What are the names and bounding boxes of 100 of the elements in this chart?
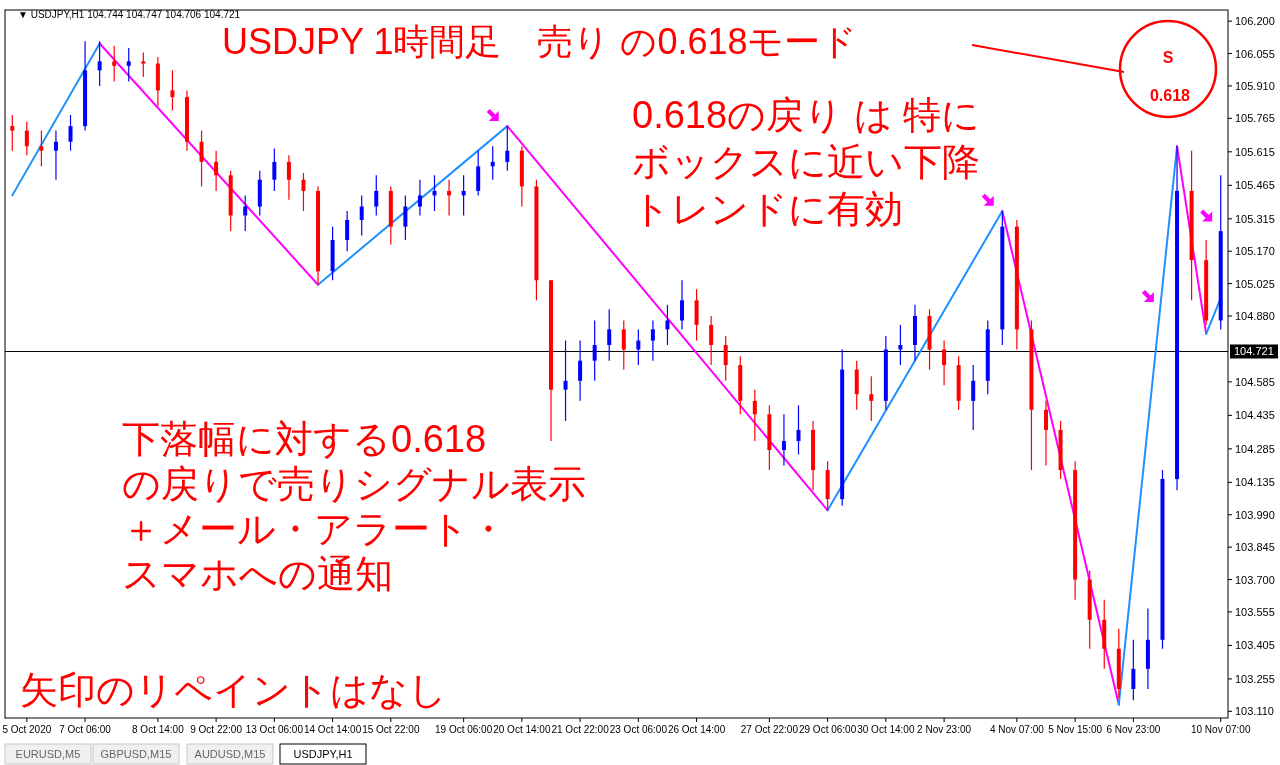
candlestick <box>505 125 510 172</box>
x-tick-label: 8 Oct 14:00 <box>132 724 185 735</box>
candlestick <box>781 413 786 467</box>
candlestick <box>971 364 976 431</box>
candlestick <box>665 304 670 346</box>
x-tick-label: 4 Nov 07:00 <box>989 724 1045 735</box>
text: GBPUSD,M15 <box>100 748 172 760</box>
candlestick <box>680 279 685 330</box>
y-tick-label: 103.555 <box>1235 605 1275 618</box>
y-tick-label: 104.585 <box>1235 375 1275 388</box>
candlestick <box>214 150 219 192</box>
candlestick <box>869 375 874 422</box>
ref-line-label: 104.721 <box>1234 345 1274 358</box>
annotation: S <box>1162 49 1174 66</box>
x-tick-label: 26 Oct 14:00 <box>667 724 726 735</box>
y-tick-label: 106.055 <box>1235 47 1275 60</box>
annotation: 0.618の戻り は 特に <box>632 94 981 136</box>
candlestick <box>10 114 15 152</box>
y-tick-label: 103.700 <box>1235 573 1275 586</box>
y-tick-label: 105.910 <box>1235 79 1275 92</box>
y-tick-label: 105.765 <box>1235 112 1275 125</box>
x-tick-label: 27 Oct 22:00 <box>740 724 799 735</box>
chart-title: USDJPY 1時間足 売り の0.618モード <box>222 21 858 62</box>
candlestick <box>592 319 597 382</box>
point <box>981 193 994 206</box>
point <box>1200 209 1213 222</box>
candlestick <box>942 339 947 386</box>
candlestick <box>24 121 29 156</box>
candlestick <box>621 319 626 371</box>
candlestick <box>607 308 612 362</box>
text: AUDUSD,M15 <box>194 748 266 760</box>
y-tick-label: 105.025 <box>1235 277 1275 290</box>
candlestick <box>345 210 350 252</box>
candlestick <box>1044 400 1049 467</box>
y-tick-label: 104.880 <box>1235 309 1275 322</box>
annotation: 下落幅に対する0.618 <box>122 418 487 460</box>
chart-subtitle: ▼ USDJPY,H1 104.744 104.747 104.706 104.721 <box>18 9 241 20</box>
candlestick <box>709 315 714 366</box>
y-tick-label: 103.110 <box>1235 705 1274 718</box>
text: USDJPY,H1 <box>293 748 353 760</box>
annotation: ＋メール・アラート・ <box>122 508 507 550</box>
y-tick-label: 103.255 <box>1235 672 1275 685</box>
x-tick-label: 21 Oct 22:00 <box>551 724 610 735</box>
x-tick-label: 14 Oct 14:00 <box>303 724 362 735</box>
y-tick-label: 105.465 <box>1235 179 1275 192</box>
y-tick-label: 104.135 <box>1235 476 1275 489</box>
candlestick <box>796 404 801 456</box>
y-tick-label: 105.615 <box>1235 145 1275 158</box>
x-tick-label: 10 Nov 07:00 <box>1190 724 1251 735</box>
candlestick <box>374 174 379 217</box>
candlestick <box>68 114 73 152</box>
annotation: スマホへの通知 <box>122 553 393 595</box>
candlestick <box>39 130 44 167</box>
x-tick-label: 15 Oct 22:00 <box>362 724 420 735</box>
y-tick-label: 103.845 <box>1235 541 1275 554</box>
point <box>1141 289 1154 302</box>
x-tick-label: 13 Oct 06:00 <box>245 724 304 735</box>
candlestick <box>578 339 583 402</box>
candlestick <box>199 130 204 188</box>
x-tick-label: 23 Oct 06:00 <box>609 724 668 735</box>
candlestick <box>141 51 146 78</box>
y-tick-label: 106.200 <box>1235 15 1275 28</box>
candlestick <box>752 389 757 442</box>
annotation: の戻りで売りシグナル表示 <box>122 463 586 505</box>
x-tick-label: 5 Nov 15:00 <box>1048 724 1103 735</box>
candlestick <box>650 319 655 362</box>
annotation: 0.618 <box>1149 87 1191 104</box>
candlestick <box>563 339 568 422</box>
annotation: ボックスに近い下降 <box>632 141 980 183</box>
y-tick-label: 105.170 <box>1235 245 1275 258</box>
point <box>486 108 499 121</box>
x-tick-label: 2 Nov 23:00 <box>917 724 972 735</box>
candlestick <box>53 130 58 181</box>
candlestick <box>359 194 364 237</box>
y-tick-label: 103.990 <box>1235 508 1275 521</box>
candlestick <box>272 147 277 192</box>
candlestick <box>1131 639 1136 701</box>
x-tick-label: 7 Oct 06:00 <box>59 724 112 735</box>
x-tick-label: 5 Oct 2020 <box>2 724 52 735</box>
annotation: トレンドに有効 <box>632 188 903 230</box>
x-tick-label: 20 Oct 14:00 <box>493 724 551 735</box>
y-tick-label: 105.315 <box>1235 212 1275 225</box>
candlestick <box>112 45 117 83</box>
text: EURUSD,M5 <box>15 748 81 760</box>
candlestick <box>723 335 728 382</box>
candlestick <box>170 69 175 112</box>
y-tick-label: 103.405 <box>1235 639 1275 652</box>
candlestick <box>286 154 291 201</box>
x-tick-label: 29 Oct 06:00 <box>798 724 857 735</box>
candlestick <box>417 179 422 217</box>
x-tick-label: 6 Nov 23:00 <box>1106 724 1161 735</box>
y-tick-label: 104.435 <box>1235 409 1275 422</box>
y-tick-label: 104.285 <box>1235 442 1275 455</box>
annotation: 矢印のリペイントはなし <box>20 669 447 711</box>
x-tick-label: 9 Oct 22:00 <box>190 724 243 735</box>
candlestick <box>301 172 306 212</box>
x-tick-label: 19 Oct 06:00 <box>434 724 493 735</box>
candlestick <box>97 40 102 87</box>
candlestick <box>126 47 131 83</box>
candlestick <box>403 194 408 241</box>
